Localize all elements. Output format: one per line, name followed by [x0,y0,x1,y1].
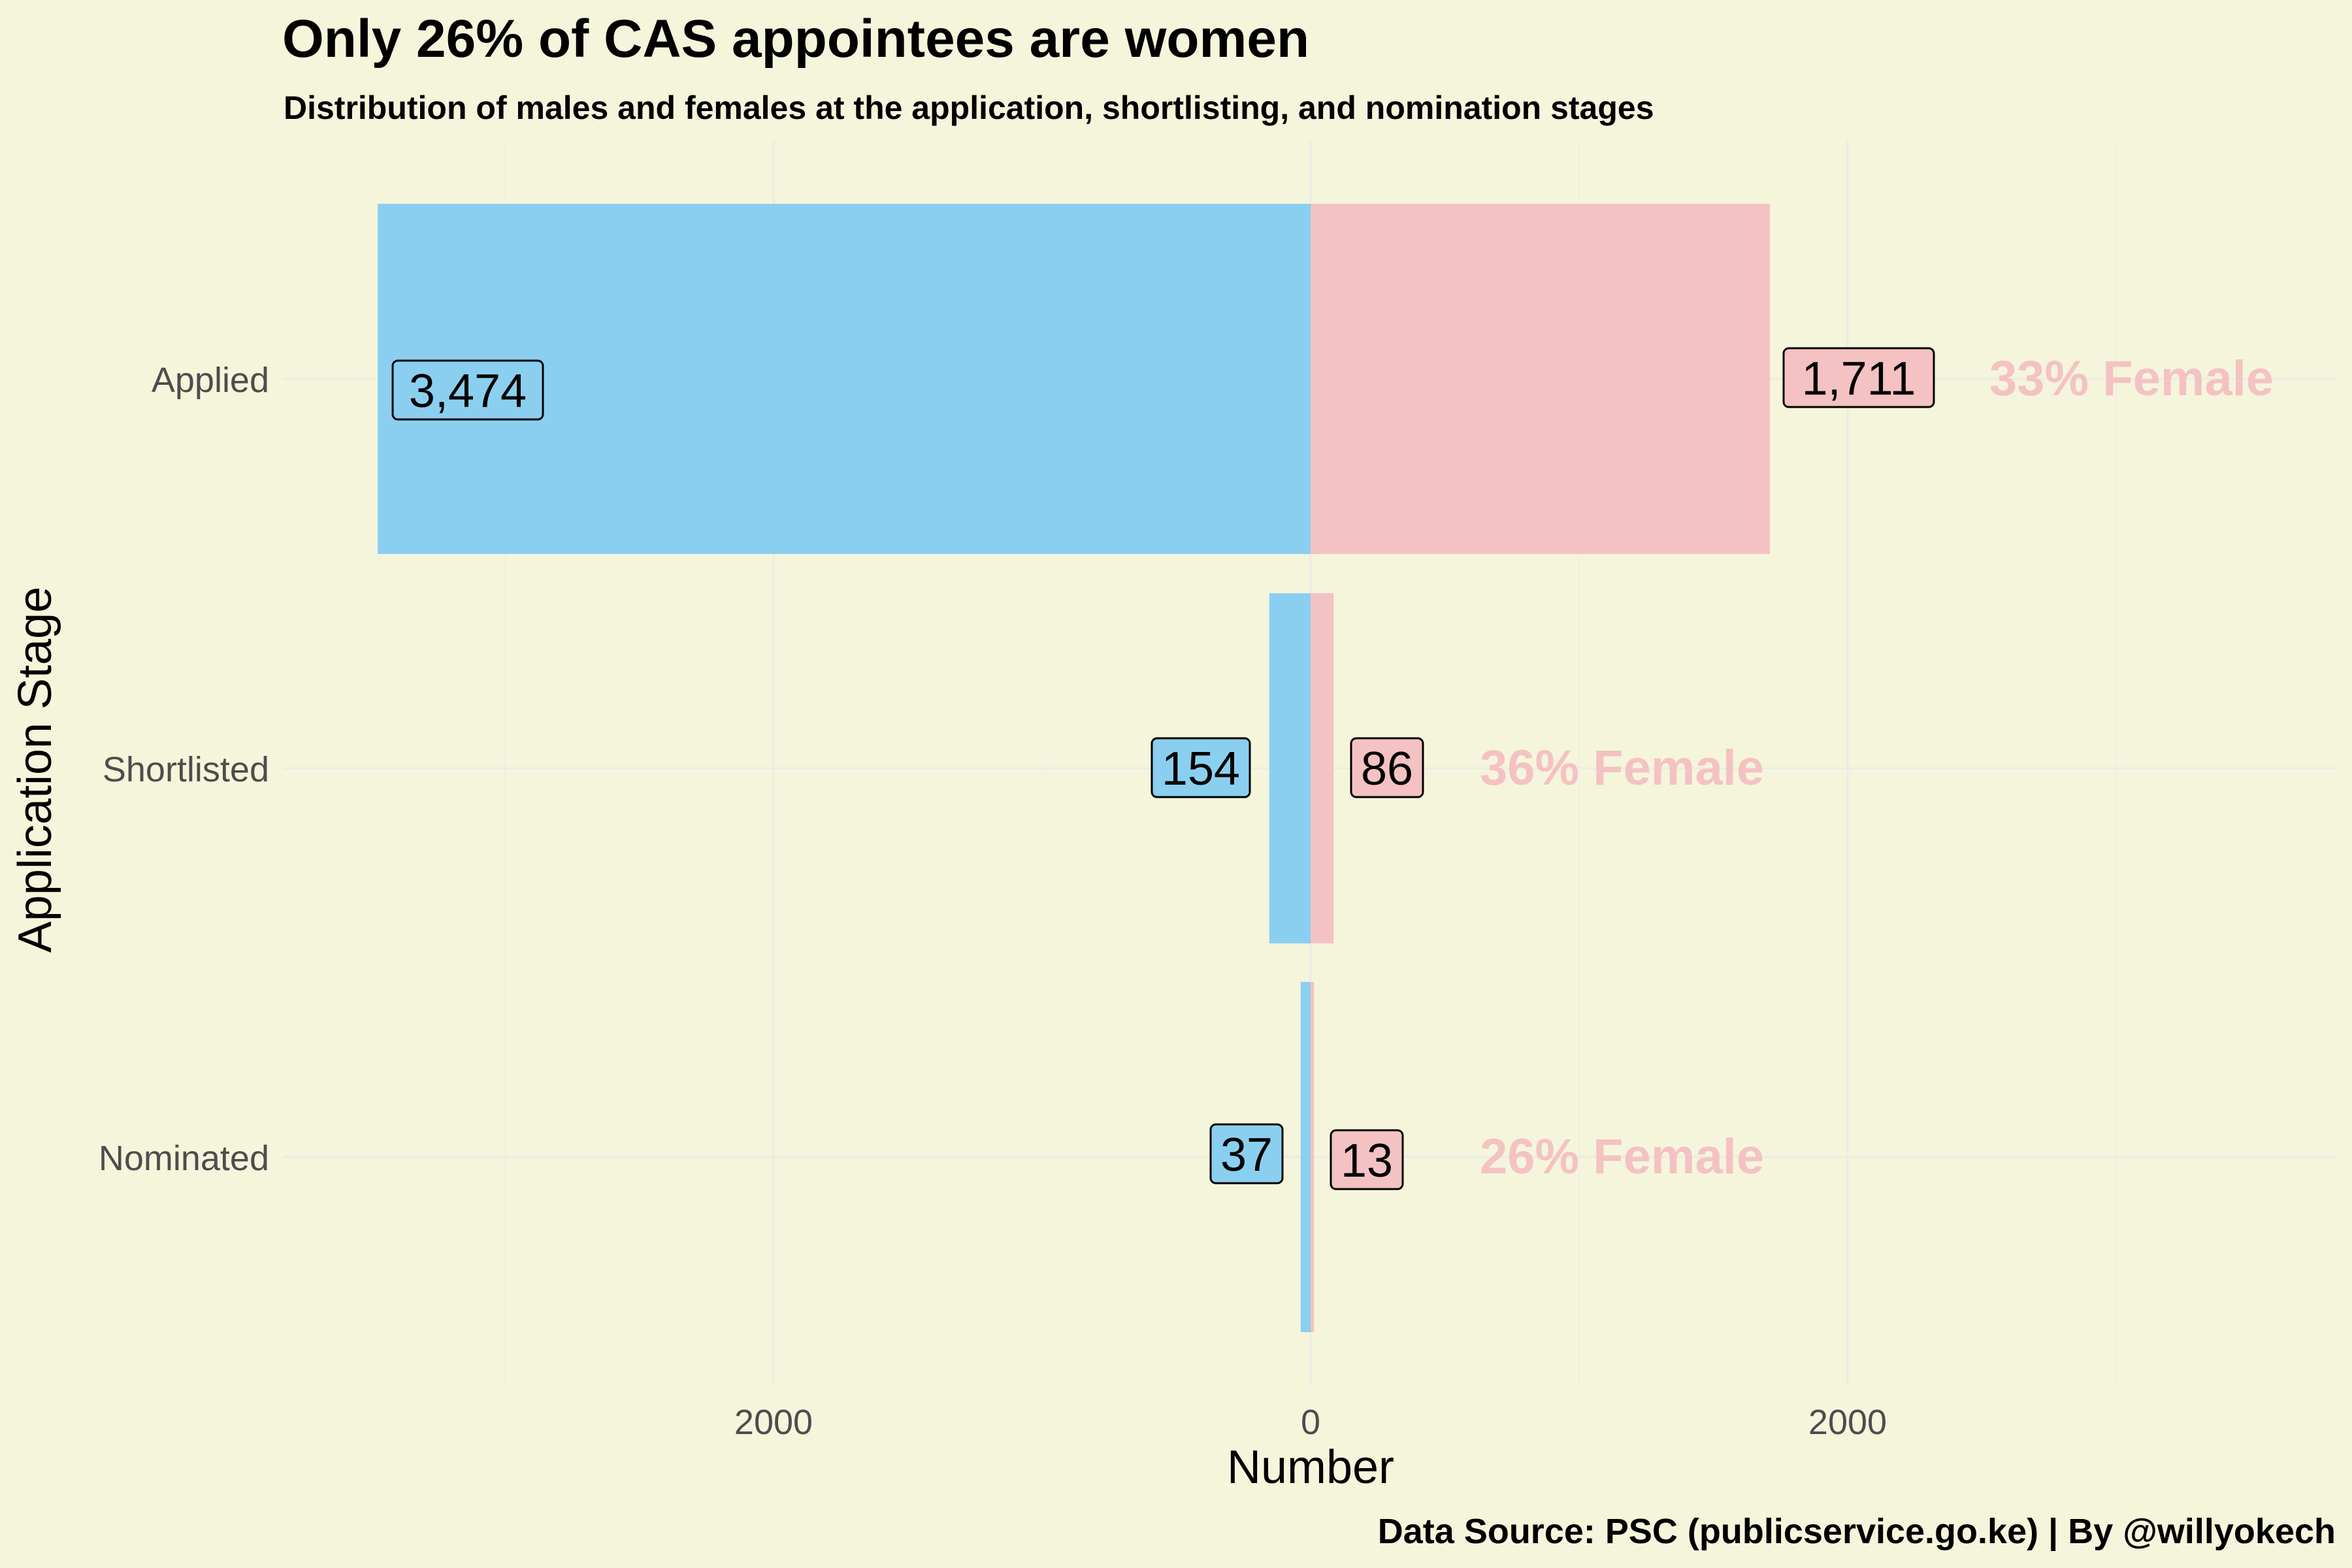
bar-male-nominated [1300,982,1311,1332]
y-axis-ticks: Applied Shortlisted Nominated [99,361,269,1178]
x-tick-label: 2000 [1808,1403,1887,1442]
bar-female-nominated [1311,982,1315,1332]
male-count-label-box [1209,1123,1284,1184]
x-axis-title: Number [1227,1441,1394,1494]
bar-male-shortlisted [1269,593,1311,943]
male-count-label: 154 [1151,737,1251,798]
male-count-label-box [1151,737,1251,798]
percent-female-annotation: 36% Female [1480,740,1764,796]
x-axis-ticks: 2000 0 2000 [734,1403,1887,1442]
percent-female-annotation: 33% Female [1989,351,2274,406]
female-count-label-text: 13 [1341,1135,1393,1187]
chart-subtitle: Distribution of males and females at the… [284,90,1654,126]
male-count-label-text: 3,474 [409,365,527,417]
caption: Data Source: PSC (publicservice.go.ke) |… [1378,1512,2336,1552]
x-tick-label: 0 [1301,1403,1320,1442]
bar-female-applied [1311,204,1771,554]
bar-female-shortlisted [1311,593,1334,943]
bar-labels: 3,474 1,711 154 86 37 13 [391,347,1935,1190]
female-count-label-text: 1,711 [1802,353,1916,405]
y-tick-label: Applied [152,361,269,400]
percent-annotations: 33% Female 36% Female 26% Female [1480,351,2274,1184]
male-count-label: 3,474 [391,359,544,421]
percent-female-annotation: 26% Female [1480,1129,1764,1184]
male-count-label-text: 154 [1162,743,1240,795]
y-tick-label: Nominated [99,1139,269,1178]
female-count-label: 86 [1350,737,1424,798]
y-axis-title: Application Stage [9,587,61,953]
female-count-label-text: 86 [1361,743,1413,795]
x-tick-label: 2000 [734,1403,813,1442]
chart-title: Only 26% of CAS appointees are women [282,9,1309,69]
female-count-label-box [1330,1129,1404,1190]
female-count-label-box [1350,737,1424,798]
male-count-label-text: 37 [1220,1129,1273,1181]
male-count-label-box [391,359,544,421]
female-count-label: 13 [1330,1129,1404,1190]
female-count-label-box [1782,347,1935,408]
male-count-label: 37 [1209,1123,1284,1184]
y-tick-label: Shortlisted [103,750,269,789]
female-count-label: 1,711 [1782,347,1935,408]
